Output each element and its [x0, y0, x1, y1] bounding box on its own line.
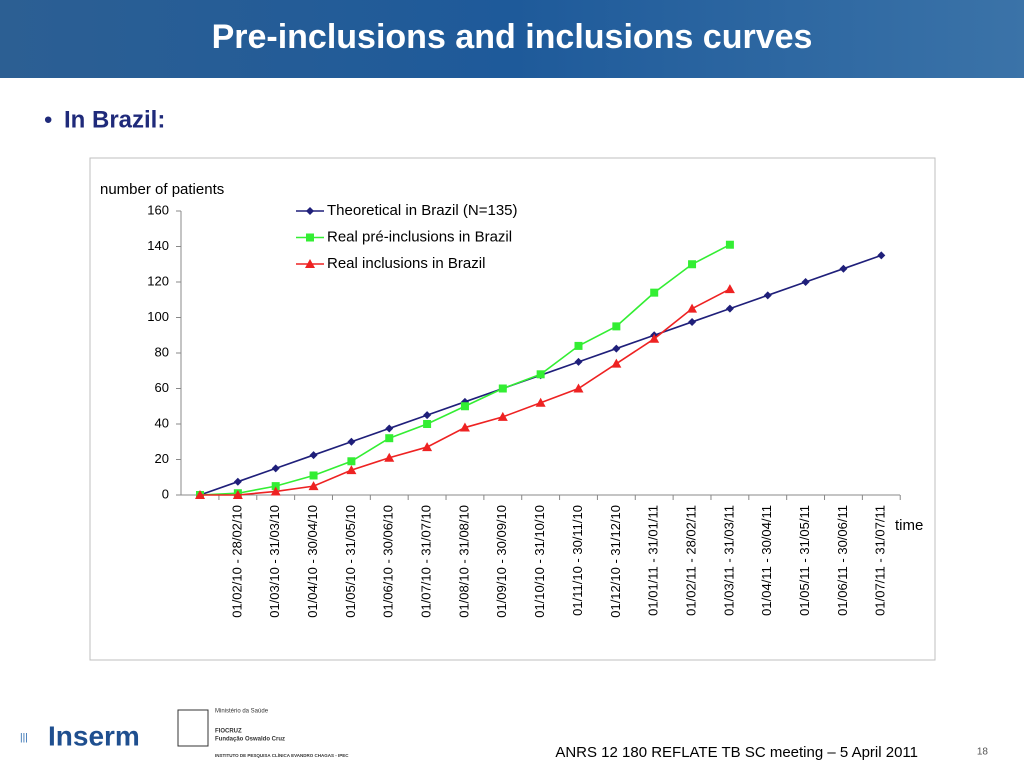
point — [271, 464, 280, 473]
point — [724, 284, 735, 294]
y-tick-label: 60 — [155, 380, 169, 395]
x-tick-label: 01/06/11 - 30/06/11 — [835, 505, 850, 616]
x-tick-label: 01/02/10 - 28/02/10 — [229, 505, 244, 618]
point — [423, 420, 432, 428]
logo-inserm: Inserm — [48, 720, 140, 751]
point — [536, 370, 545, 379]
point — [497, 411, 508, 421]
point — [498, 384, 507, 393]
point — [309, 471, 318, 480]
point — [270, 486, 281, 496]
y-tick-label: 100 — [147, 309, 169, 324]
x-tick-label: 01/04/11 - 30/04/11 — [759, 505, 774, 616]
point — [725, 304, 734, 313]
footer: ANRS 12 180 REFLATE TB SC meeting – 5 Ap… — [555, 744, 918, 761]
point — [422, 442, 433, 452]
slide-title: Pre-inclusions and inclusions curves — [212, 18, 813, 56]
y-tick-label: 40 — [155, 415, 169, 430]
point — [195, 490, 205, 499]
x-tick-label: 01/11/10 - 30/11/10 — [570, 505, 585, 616]
x-tick-label: 01/03/10 - 31/03/10 — [267, 505, 282, 618]
point — [574, 341, 583, 350]
chart-frame — [89, 157, 936, 661]
x-tick-label: 01/01/11 - 31/01/11 — [646, 505, 661, 616]
x-tick-label: 01/05/11 - 31/05/11 — [797, 505, 812, 616]
header-band — [0, 0, 1024, 78]
x-tick-label: 01/12/10 - 31/12/10 — [608, 505, 623, 618]
point — [384, 452, 395, 462]
point — [688, 260, 697, 269]
legend-label: Real pré-inclusions in Brazil — [327, 228, 512, 245]
point — [649, 333, 660, 343]
point — [763, 291, 772, 300]
point — [232, 490, 243, 499]
x-tick-label: 01/05/10 - 31/05/10 — [343, 505, 358, 618]
x-tick-label: 01/10/10 - 31/10/10 — [532, 505, 547, 618]
legend-marker — [305, 259, 315, 268]
x-tick-label: 01/02/11 - 28/02/11 — [683, 505, 698, 616]
point — [801, 278, 810, 286]
x-tick-label: 01/09/10 - 30/09/10 — [494, 505, 509, 618]
point — [687, 303, 698, 313]
point — [612, 344, 621, 353]
y-tick-label: 0 — [162, 486, 169, 501]
point — [271, 482, 280, 491]
bullet-text: In Brazil: — [64, 106, 165, 133]
point — [385, 434, 394, 443]
y-tick-label: 20 — [155, 451, 169, 466]
point — [347, 437, 356, 446]
point — [535, 397, 546, 407]
point — [612, 322, 621, 331]
point — [573, 383, 584, 393]
legend-marker — [306, 233, 314, 242]
point — [233, 477, 242, 486]
page-number: 18 — [977, 747, 989, 758]
logo-mark: ||| — [20, 733, 28, 744]
point — [347, 457, 356, 466]
legend-marker — [306, 207, 314, 215]
y-tick-label: 120 — [147, 273, 169, 288]
x-tick-label: 01/07/10 - 31/07/10 — [419, 505, 434, 618]
x-tick-label: 01/04/10 - 30/04/10 — [305, 505, 320, 618]
logo-fiocruz: FIOCRUZ — [215, 729, 242, 735]
point — [308, 481, 319, 491]
point — [611, 358, 622, 368]
point — [839, 264, 848, 273]
bullet-dot: • — [44, 106, 52, 133]
point — [346, 465, 357, 475]
point — [460, 402, 469, 411]
x-tick-label: 01/07/11 - 31/07/11 — [873, 505, 888, 616]
legend-label: Real inclusions in Brazil — [327, 255, 485, 272]
y-tick-label: 160 — [147, 202, 169, 217]
point — [459, 422, 470, 432]
logo-ministry: Ministério da Saúde — [215, 709, 269, 715]
point — [877, 251, 886, 260]
x-axis-label: time — [895, 517, 923, 534]
chart: number of patients time 0 20 40 60 80 100 120 140… — [100, 181, 923, 618]
legend-label: Theoretical in Brazil (N=135) — [327, 202, 518, 219]
point — [725, 240, 734, 249]
x-tick-label: 01/03/11 - 31/03/11 — [721, 505, 736, 616]
fiocruz-icon — [177, 709, 209, 747]
point — [309, 451, 318, 460]
point — [423, 411, 432, 420]
point — [385, 424, 394, 433]
logo-fundacao: Fundação Oswaldo Cruz — [215, 737, 285, 743]
y-axis-label: number of patients — [100, 181, 224, 198]
point — [574, 357, 583, 366]
x-tick-label: 01/08/10 - 31/08/10 — [456, 505, 471, 618]
point — [688, 317, 697, 326]
x-tick-label: 01/06/10 - 30/06/10 — [381, 505, 396, 618]
point — [650, 288, 659, 297]
y-tick-label: 80 — [155, 344, 169, 359]
logo-ipec: INSTITUTO DE PESQUISA CLÍNICA EVANDRO CH… — [215, 751, 349, 758]
y-tick-label: 140 — [147, 238, 169, 253]
